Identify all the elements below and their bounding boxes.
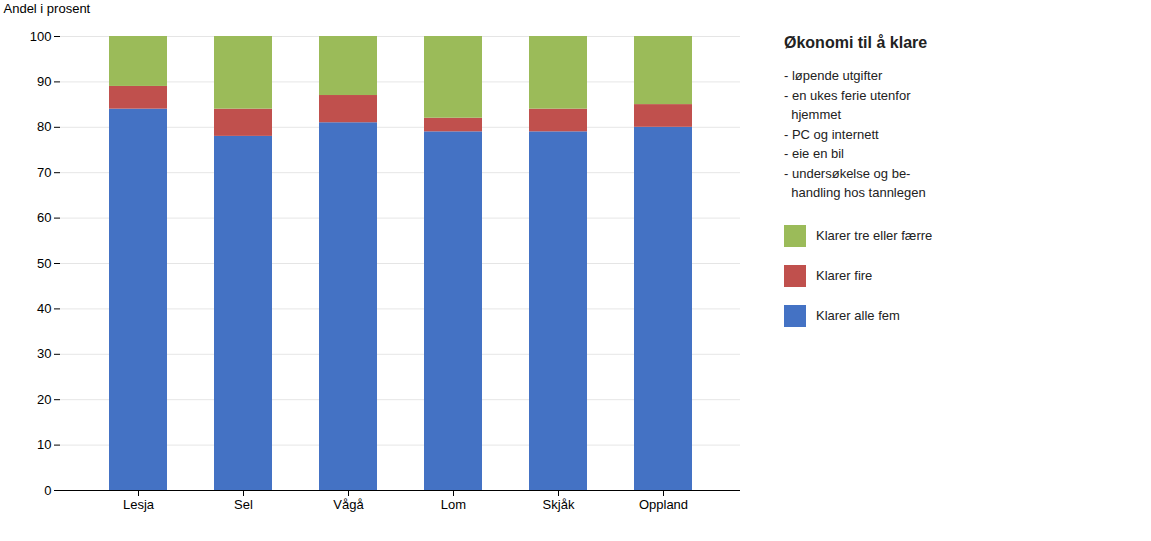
svg-text:Lom: Lom [441, 497, 466, 512]
html-text:Klarer tre eller fær­re: Klarer tre eller fær­re [816, 228, 933, 243]
svg-text:0: 0 [44, 483, 51, 498]
svg-text:10: 10 [37, 437, 51, 452]
svg-text:20: 20 [37, 392, 51, 407]
svg-text:40: 40 [37, 301, 51, 316]
svg-text:70: 70 [37, 165, 51, 180]
svg-text:30: 30 [37, 346, 51, 361]
html-text:- løpende utgifter - en ukes f: - løpende utgifter - en ukes ferie utenf… [784, 68, 926, 200]
svg-text:60: 60 [37, 210, 51, 225]
html-text:Økonomi til å klare: Økonomi til å klare [784, 34, 928, 51]
svg-text:Oppland: Oppland [639, 497, 688, 512]
svg-text:Andel i prosent: Andel i prosent [4, 1, 91, 16]
svg-text:Vågå: Vågå [333, 497, 364, 512]
svg-text:80: 80 [37, 119, 51, 134]
html-text:Klarer fire: Klarer fire [816, 268, 873, 283]
svg-text:50: 50 [37, 256, 51, 271]
svg-text:90: 90 [37, 74, 51, 89]
html-text:Klarer alle fem: Klarer alle fem [816, 308, 900, 323]
svg-text:Lesja: Lesja [123, 497, 155, 512]
svg-text:Skjåk: Skjåk [543, 497, 575, 512]
svg-text:100: 100 [30, 29, 52, 44]
svg-text:Sel: Sel [234, 497, 253, 512]
